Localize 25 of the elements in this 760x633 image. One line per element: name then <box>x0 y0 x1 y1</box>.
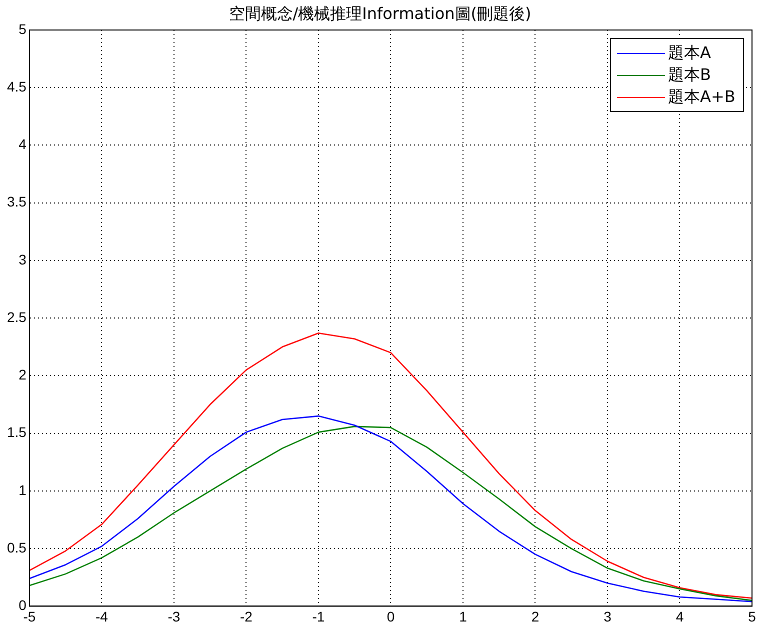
x-tick-label: 1 <box>459 608 468 624</box>
y-tick-label: 3 <box>18 251 27 268</box>
y-tick-label: 3.5 <box>6 194 27 210</box>
legend-label: 題本A <box>668 42 711 64</box>
y-tick-label: 0.5 <box>6 539 27 556</box>
y-tick-label: 5 <box>18 20 27 37</box>
y-tick-label: 2 <box>18 366 27 383</box>
y-tick-label: 2.5 <box>6 308 27 325</box>
x-tick-label: -4 <box>95 608 108 624</box>
legend-label: 題本B <box>668 64 711 86</box>
y-tick-label: 1.5 <box>6 424 27 440</box>
y-tick-label: 0 <box>18 597 27 614</box>
x-tick-label: 2 <box>531 608 540 624</box>
y-tick-label: 4.5 <box>6 78 27 94</box>
x-tick-label: 5 <box>748 608 756 624</box>
x-tick-label: -2 <box>240 608 253 624</box>
x-tick-label: -3 <box>168 608 180 624</box>
x-tick-label: 4 <box>676 608 684 624</box>
y-tick-label: 1 <box>18 482 27 498</box>
legend-label: 題本A+B <box>668 86 736 108</box>
x-tick-label: -1 <box>312 608 325 624</box>
chart-title: 空間概念/機械推理Information圖(刪題後) <box>228 4 532 23</box>
x-tick-label: 3 <box>604 608 612 624</box>
x-tick-label: 0 <box>386 608 395 624</box>
y-tick-label: 4 <box>18 136 27 152</box>
